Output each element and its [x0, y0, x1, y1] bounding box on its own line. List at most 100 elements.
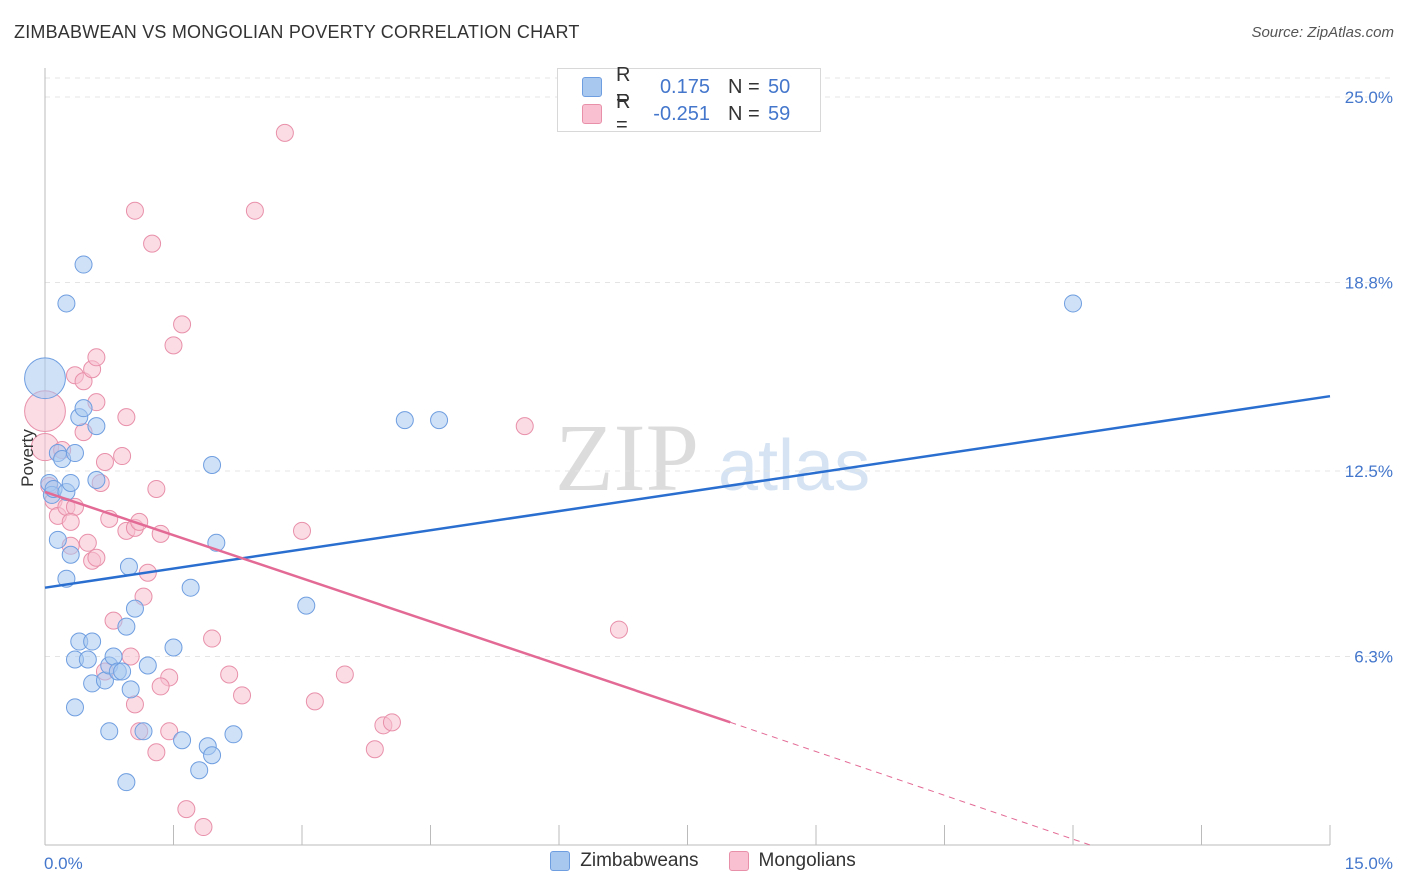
legend-swatch-zimbabweans: [550, 851, 571, 871]
zimbabweans-point: [104, 647, 123, 666]
source-label: Source: ZipAtlas.com: [1251, 24, 1394, 41]
zimbabweans-point: [74, 399, 93, 418]
mongolians-point: [515, 417, 534, 436]
mongolians-point: [203, 629, 222, 648]
y-tick-label: 12.5%: [1345, 462, 1393, 481]
legend-n-label: N =: [728, 102, 760, 125]
mongolians-point: [147, 743, 166, 762]
zimbabweans-point: [224, 725, 243, 744]
legend-n-value: 50: [768, 75, 791, 98]
mongolians-point: [177, 800, 196, 819]
mongolians-point: [194, 818, 213, 837]
mongolians-point: [125, 201, 144, 220]
y-tick-label: 18.8%: [1345, 274, 1393, 293]
mongolians-point: [87, 348, 106, 367]
zimbabweans-point: [87, 470, 106, 489]
y-tick-label: 6.3%: [1354, 648, 1393, 667]
mongolians-point: [95, 453, 114, 472]
zimbabweans-point: [173, 731, 192, 750]
watermark-atlas: atlas: [718, 426, 870, 506]
zimbabweans-point: [181, 578, 200, 597]
mongolians-point: [609, 620, 628, 639]
mongolians-point: [147, 479, 166, 498]
legend-label-zimbabweans: Zimbabweans: [580, 850, 699, 871]
zimbabweans-point: [297, 596, 316, 615]
mongolians-point: [125, 695, 144, 714]
mongolians-point: [113, 447, 132, 466]
zimbabweans-point: [83, 632, 102, 651]
mongolians-point: [365, 740, 384, 759]
mongolians-trendline: [44, 490, 731, 724]
x-tick-label: 0.0%: [44, 854, 83, 873]
zimbabweans-point: [61, 473, 80, 492]
mongolians-point: [382, 713, 401, 732]
stats-legend: R = 0.175 N = 50 R = -0.251 N = 59: [557, 64, 821, 136]
zimbabweans-point: [74, 255, 93, 274]
zimbabweans-point: [100, 722, 119, 741]
mongolians-point: [78, 533, 97, 552]
zimbabweans-point: [190, 761, 209, 780]
zimbabweans-point: [1064, 294, 1082, 313]
mongolians-point: [121, 647, 140, 666]
zimbabweans-point: [61, 545, 80, 564]
zimbabweans-point: [87, 417, 106, 436]
zimbabweans-point: [134, 722, 153, 741]
zimbabweans-point: [125, 599, 144, 618]
legend-item-zimbabweans: Zimbabweans: [550, 850, 699, 872]
tick-labels: 6.3% 12.5% 18.8% 25.0% 0.0% 15.0%: [44, 88, 1393, 873]
legend-row-zimbabweans: R = 0.175 N = 50: [582, 64, 791, 109]
mongolians-point: [245, 201, 264, 220]
legend-r-label: R =: [616, 91, 631, 136]
zimbabweans-point: [117, 617, 136, 636]
zimbabweans-point: [164, 638, 183, 657]
mongolians-point: [233, 686, 252, 705]
mongolians-point: [220, 665, 239, 684]
mongolians-point: [61, 512, 80, 531]
x-tick-label: 15.0%: [1345, 854, 1393, 873]
zimbabweans-point: [65, 698, 84, 717]
zimbabweans-point: [24, 357, 66, 400]
mongolians-point: [160, 722, 179, 741]
zimbabweans-points: [24, 255, 1082, 792]
mongolians-point: [335, 665, 354, 684]
legend-r-value: 0.175: [659, 75, 710, 98]
legend-swatch-mongolians: [728, 851, 749, 871]
legend-swatch-zimbabweans: [582, 77, 602, 97]
legend-swatch-mongolians: [582, 104, 602, 124]
mongolians-point: [87, 548, 106, 567]
mongolians-trendline: [730, 721, 1091, 846]
series-legend: Zimbabweans Mongolians: [0, 850, 1406, 872]
watermark: ZIP atlas: [555, 404, 870, 511]
zimbabweans-point: [119, 557, 138, 576]
zimbabweans-point: [121, 680, 140, 699]
zimbabweans-point: [138, 656, 157, 675]
legend-label-mongolians: Mongolians: [758, 850, 856, 871]
legend-row-mongolians: R = -0.251 N = 59: [582, 91, 791, 136]
zimbabweans-point: [113, 662, 132, 681]
gridlines: [45, 77, 1395, 658]
mongolians-point: [164, 336, 183, 355]
mongolians-point: [143, 234, 162, 253]
zimbabweans-point: [117, 773, 136, 792]
zimbabweans-point: [78, 650, 97, 669]
zimbabweans-point: [65, 444, 84, 463]
trendlines: [44, 394, 1331, 846]
mongolians-point: [151, 677, 170, 696]
legend-item-mongolians: Mongolians: [728, 850, 856, 872]
legend-n-value: 59: [768, 102, 791, 125]
zimbabweans-point: [48, 530, 67, 549]
legend-r-label: R =: [616, 64, 631, 109]
mongolians-point: [173, 315, 192, 334]
zimbabweans-point: [430, 411, 449, 430]
legend-r-value: -0.251: [653, 102, 710, 125]
zimbabweans-point: [395, 411, 414, 430]
mongolians-point: [293, 521, 311, 540]
y-axis-label: Poverty: [18, 429, 37, 487]
chart-title: ZIMBABWEAN VS MONGOLIAN POVERTY CORRELAT…: [14, 22, 580, 42]
mongolians-point: [305, 692, 324, 711]
zimbabweans-point: [203, 456, 222, 475]
zimbabweans-trendline: [44, 394, 1331, 589]
zimbabweans-point: [203, 746, 222, 765]
zimbabweans-point: [57, 294, 76, 313]
